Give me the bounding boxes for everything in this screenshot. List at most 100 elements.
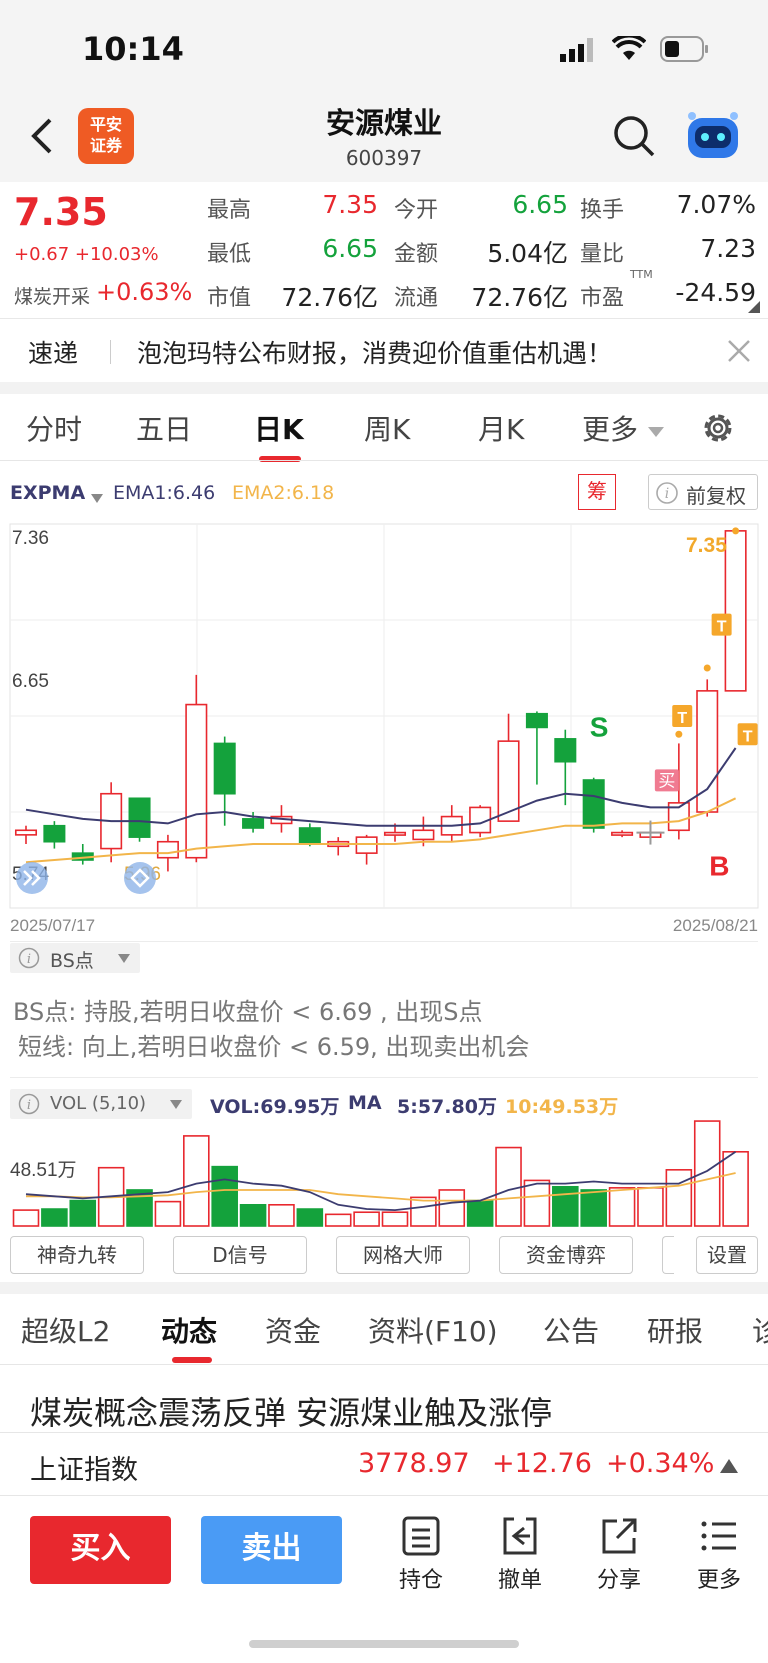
tab-announcements[interactable]: 公告 [543,1315,600,1348]
quote-label: 市盈 [580,286,625,311]
scroll-back-arrows [23,870,41,886]
quote-value: 6.65 [512,190,568,219]
high-dot [703,664,711,672]
quote-value: 7.23 [700,234,756,263]
svg-text:i: i [665,486,669,502]
volume-bar [268,1204,295,1227]
candle-body [298,827,321,845]
svg-text:i: i [27,952,31,967]
volume-bar [353,1211,380,1227]
date-start-label: 2025/07/17 [10,916,95,935]
volume-bar [381,1211,409,1227]
volume-bar [438,1189,466,1227]
info-icon: i [18,947,40,969]
volume-chart[interactable]: 48.51万 [0,1118,768,1228]
candle-body [525,712,548,729]
partial-button[interactable] [662,1236,674,1274]
news-title[interactable]: 煤炭概念震荡反弹 安源煤业触及涨停 [30,1394,553,1432]
quote-label: 流通 [394,286,439,311]
share-button[interactable]: 分享 [584,1516,654,1594]
tab-weekly-k[interactable]: 周K [364,413,411,446]
buy-badge [654,769,679,792]
candle-body [213,742,236,795]
buy-button[interactable]: 买入 [30,1516,171,1584]
vol-ma10: 10:49.53万 [505,1096,619,1118]
expand-up-icon[interactable] [720,1458,738,1477]
quote-value: 7.07% [676,190,756,219]
robot-assistant-icon[interactable] [684,110,742,166]
quote-value: 72.76亿 [471,283,568,312]
vol-selector[interactable]: i VOL (5,10) [10,1089,192,1119]
bs-point-selector[interactable]: i BS点 [10,943,140,973]
index-bar[interactable] [0,1432,768,1496]
reset-view-glyph [130,868,150,888]
quote-label: 最高 [207,198,252,223]
quote-label: 今开 [394,198,439,223]
search-icon[interactable] [612,114,656,162]
quote-label: 量比 [580,242,625,267]
settings-button[interactable]: 设置 [696,1236,758,1274]
magic-nine-button[interactable]: 神奇九转 [10,1236,144,1274]
news-headline[interactable]: 泡泡玛特公布财报，消费迎价值重估机遇！ [137,339,613,368]
more-icon [701,1521,736,1551]
high-price-label: 7.35 [686,534,727,557]
volume-bar [523,1179,551,1227]
gear-icon[interactable] [700,410,736,450]
tab-intraday[interactable]: 分时 [26,413,83,446]
back-icon[interactable] [28,116,56,160]
index-name: 上证指数 [30,1455,138,1486]
indicator-name[interactable]: EXPMA [10,482,86,504]
volume-bar [410,1196,437,1227]
candle-body [412,829,435,841]
chevron-down-icon [170,1100,182,1109]
position-button[interactable]: 持仓 [386,1516,456,1594]
indicator-dropdown-icon[interactable] [91,488,103,507]
adjust-button[interactable]: i 前复权 [648,474,758,510]
index-value: 3778.97 [358,1448,470,1479]
d-signal-button[interactable]: D信号 [173,1236,307,1274]
info-icon: i [18,1093,40,1115]
chip-distribution-label: 筹 [587,479,607,503]
grid-master-button[interactable]: 网格大师 [336,1236,470,1274]
tab-funds[interactable]: 资金 [265,1315,322,1348]
candlestick-chart[interactable]: 7.366.655.745.967.352025/07/172025/08/21… [0,516,768,936]
more-button[interactable]: 更多 [684,1516,754,1594]
fund-game-button[interactable]: 资金博弈 [499,1236,633,1274]
quote-label: 金额 [394,242,439,267]
quote-label: 最低 [207,242,252,267]
volume-bar [552,1185,579,1227]
chip-distribution-button[interactable]: 筹 [578,474,616,510]
ttm-superscript: TTM [630,268,653,281]
tab-research[interactable]: 研报 [647,1315,704,1348]
reset-view-icon [124,862,156,894]
candle-body [497,740,520,822]
withdraw-button[interactable]: 撤单 [485,1516,555,1594]
tab-five-day[interactable]: 五日 [136,413,193,446]
price-change: +0.67 +10.03% [14,244,159,265]
home-indicator [249,1640,519,1648]
broker-logo: 平安 证券 [78,108,134,164]
tab-monthly-k[interactable]: 月K [478,413,525,446]
section-gap [0,382,768,394]
tab-news[interactable]: 动态 [161,1315,218,1348]
sell-button[interactable]: 卖出 [201,1516,342,1584]
sector-name[interactable]: 煤炭开采 [14,286,91,308]
ema2-value: EMA2:6.18 [232,482,335,504]
vol-ma5: 5:57.80万 [397,1096,497,1118]
t-badge-label: T [717,619,727,636]
tab-diagnosis[interactable]: 诊 [752,1315,768,1348]
quote-value: 72.76亿 [281,283,378,312]
last-price: 7.35 [14,190,108,234]
volume-bar [608,1187,636,1227]
volume-bar [693,1120,721,1227]
tab-more[interactable]: 更多 [582,413,639,446]
tab-daily-k[interactable]: 日K [254,413,304,446]
volume-bar [239,1204,267,1227]
volume-bar [324,1213,352,1227]
sector-change[interactable]: +0.63% [96,278,193,306]
t-badge-label: T [677,710,687,727]
vol-value: VOL:69.95万 [210,1096,340,1118]
close-icon[interactable] [726,338,752,368]
tab-super-l2[interactable]: 超级L2 [21,1315,111,1348]
tab-f10[interactable]: 资料(F10) [368,1315,498,1348]
